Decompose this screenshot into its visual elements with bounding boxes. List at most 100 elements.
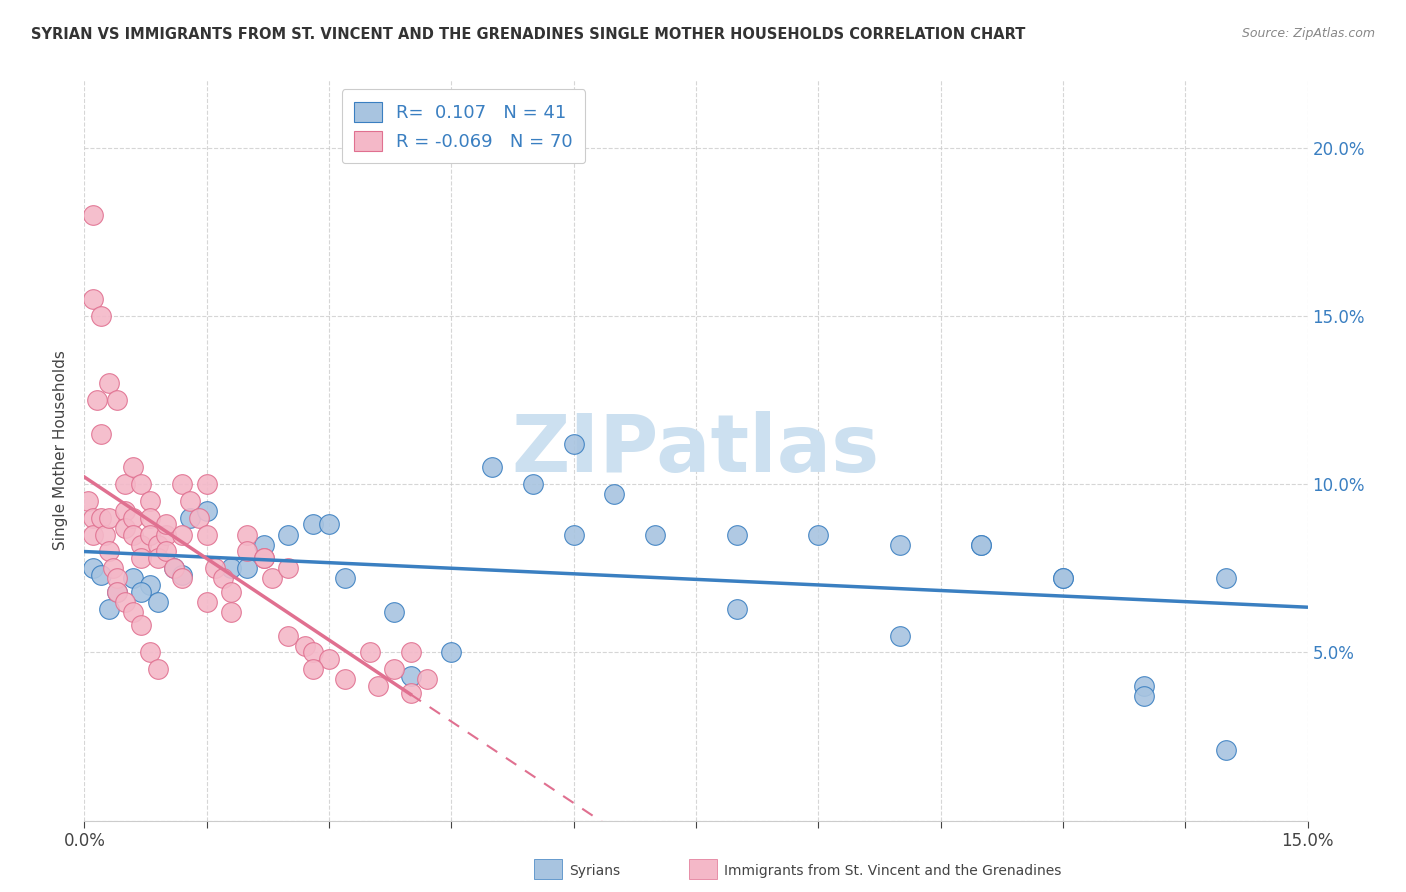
Point [114,504,136,518]
Point [603,487,626,501]
Point [889,538,911,552]
Point [82,561,104,575]
Point [138,527,160,541]
Point [138,510,160,524]
Point [301,662,323,676]
Text: Source: ZipAtlas.com: Source: ZipAtlas.com [1241,27,1375,40]
Point [187,510,209,524]
Point [131,584,153,599]
Point [77,494,100,508]
Point [253,551,276,566]
Point [122,605,145,619]
Text: Syrians: Syrians [569,863,620,878]
Point [195,595,218,609]
Point [807,527,830,541]
Point [440,645,463,659]
Point [253,551,276,566]
Point [101,561,124,575]
Point [236,544,259,558]
Point [146,595,169,609]
Point [416,673,439,687]
Point [1215,743,1237,757]
Point [1052,571,1074,585]
Point [97,376,120,391]
Point [155,517,177,532]
Point [122,571,145,585]
Point [301,645,323,659]
Point [105,571,128,585]
Point [114,521,136,535]
Point [889,628,911,642]
Point [318,517,340,532]
Point [172,527,194,541]
Point [212,571,235,585]
Point [335,673,357,687]
Point [335,571,357,585]
Point [204,561,226,575]
Point [82,292,104,306]
Point [90,426,112,441]
Point [399,645,422,659]
Point [82,510,104,524]
Point [90,309,112,323]
Point [155,527,177,541]
Point [97,510,120,524]
Point [1133,689,1156,703]
Point [155,544,177,558]
Point [90,510,112,524]
Y-axis label: Single Mother Households: Single Mother Households [53,351,69,550]
Point [131,551,153,566]
Point [105,584,128,599]
Point [399,669,422,683]
Point [522,477,544,491]
Point [970,538,993,552]
Point [179,494,201,508]
Point [725,527,748,541]
Point [195,527,218,541]
Point [367,679,389,693]
Point [219,605,242,619]
Point [105,584,128,599]
Point [90,568,112,582]
Text: SYRIAN VS IMMIGRANTS FROM ST. VINCENT AND THE GRENADINES SINGLE MOTHER HOUSEHOLD: SYRIAN VS IMMIGRANTS FROM ST. VINCENT AN… [31,27,1025,42]
Point [1133,679,1156,693]
Point [219,584,242,599]
Point [131,477,153,491]
Point [82,208,104,222]
Point [195,504,218,518]
Point [481,460,503,475]
Point [260,571,283,585]
Point [294,639,316,653]
Point [114,477,136,491]
Point [122,460,145,475]
Point [644,527,666,541]
Point [382,605,405,619]
Point [86,392,108,407]
Point [219,561,242,575]
Point [253,538,276,552]
Point [970,538,993,552]
Point [97,544,120,558]
Point [163,561,186,575]
Point [236,527,259,541]
Point [725,601,748,615]
Point [146,551,169,566]
Point [138,578,160,592]
Point [1052,571,1074,585]
Point [236,561,259,575]
Point [138,494,160,508]
Point [1215,571,1237,585]
Point [195,477,218,491]
Point [146,662,169,676]
Point [163,561,186,575]
Point [277,561,299,575]
Point [131,538,153,552]
Point [301,517,323,532]
Point [93,527,115,541]
Point [138,645,160,659]
Point [359,645,381,659]
Point [277,628,299,642]
Point [131,618,153,632]
Point [179,510,201,524]
Point [146,538,169,552]
